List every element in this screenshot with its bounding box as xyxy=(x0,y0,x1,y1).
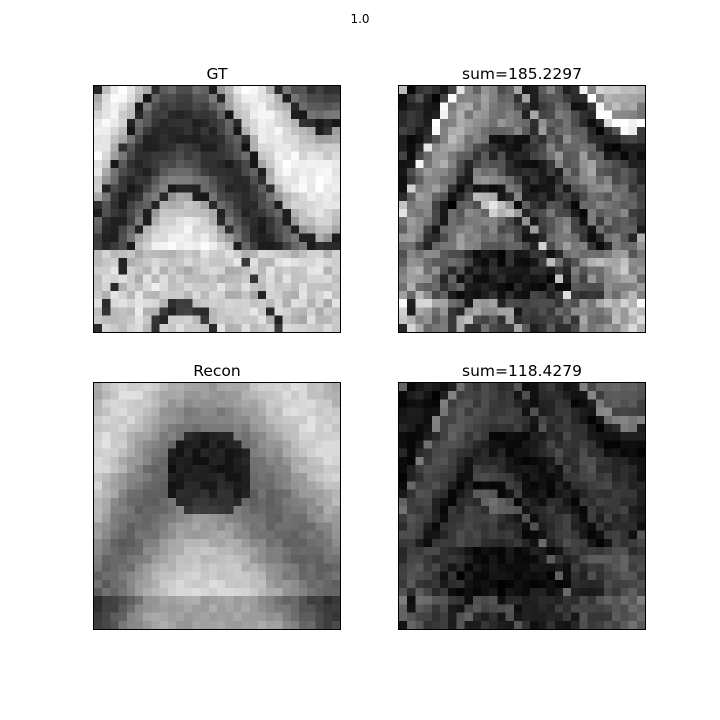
image-frame-diff1 xyxy=(398,85,646,333)
image-frame-gt xyxy=(93,85,341,333)
difference-image-1 xyxy=(399,86,645,332)
panel-ground-truth: GT xyxy=(93,63,341,333)
figure-suptitle: 1.0 xyxy=(350,12,370,26)
panel-difference-1: sum=185.2297 xyxy=(398,63,646,333)
difference-image-2 xyxy=(399,383,645,629)
panel-title-diff2: sum=118.4279 xyxy=(462,362,582,380)
panel-title-diff1: sum=185.2297 xyxy=(462,65,582,83)
panel-title-gt: GT xyxy=(206,65,228,83)
image-frame-recon xyxy=(93,382,341,630)
panel-difference-2: sum=118.4279 xyxy=(398,360,646,630)
image-frame-diff2 xyxy=(398,382,646,630)
panel-title-recon: Recon xyxy=(193,362,241,380)
ground-truth-image xyxy=(94,86,340,332)
reconstruction-image xyxy=(94,383,340,629)
panel-reconstruction: Recon xyxy=(93,360,341,630)
